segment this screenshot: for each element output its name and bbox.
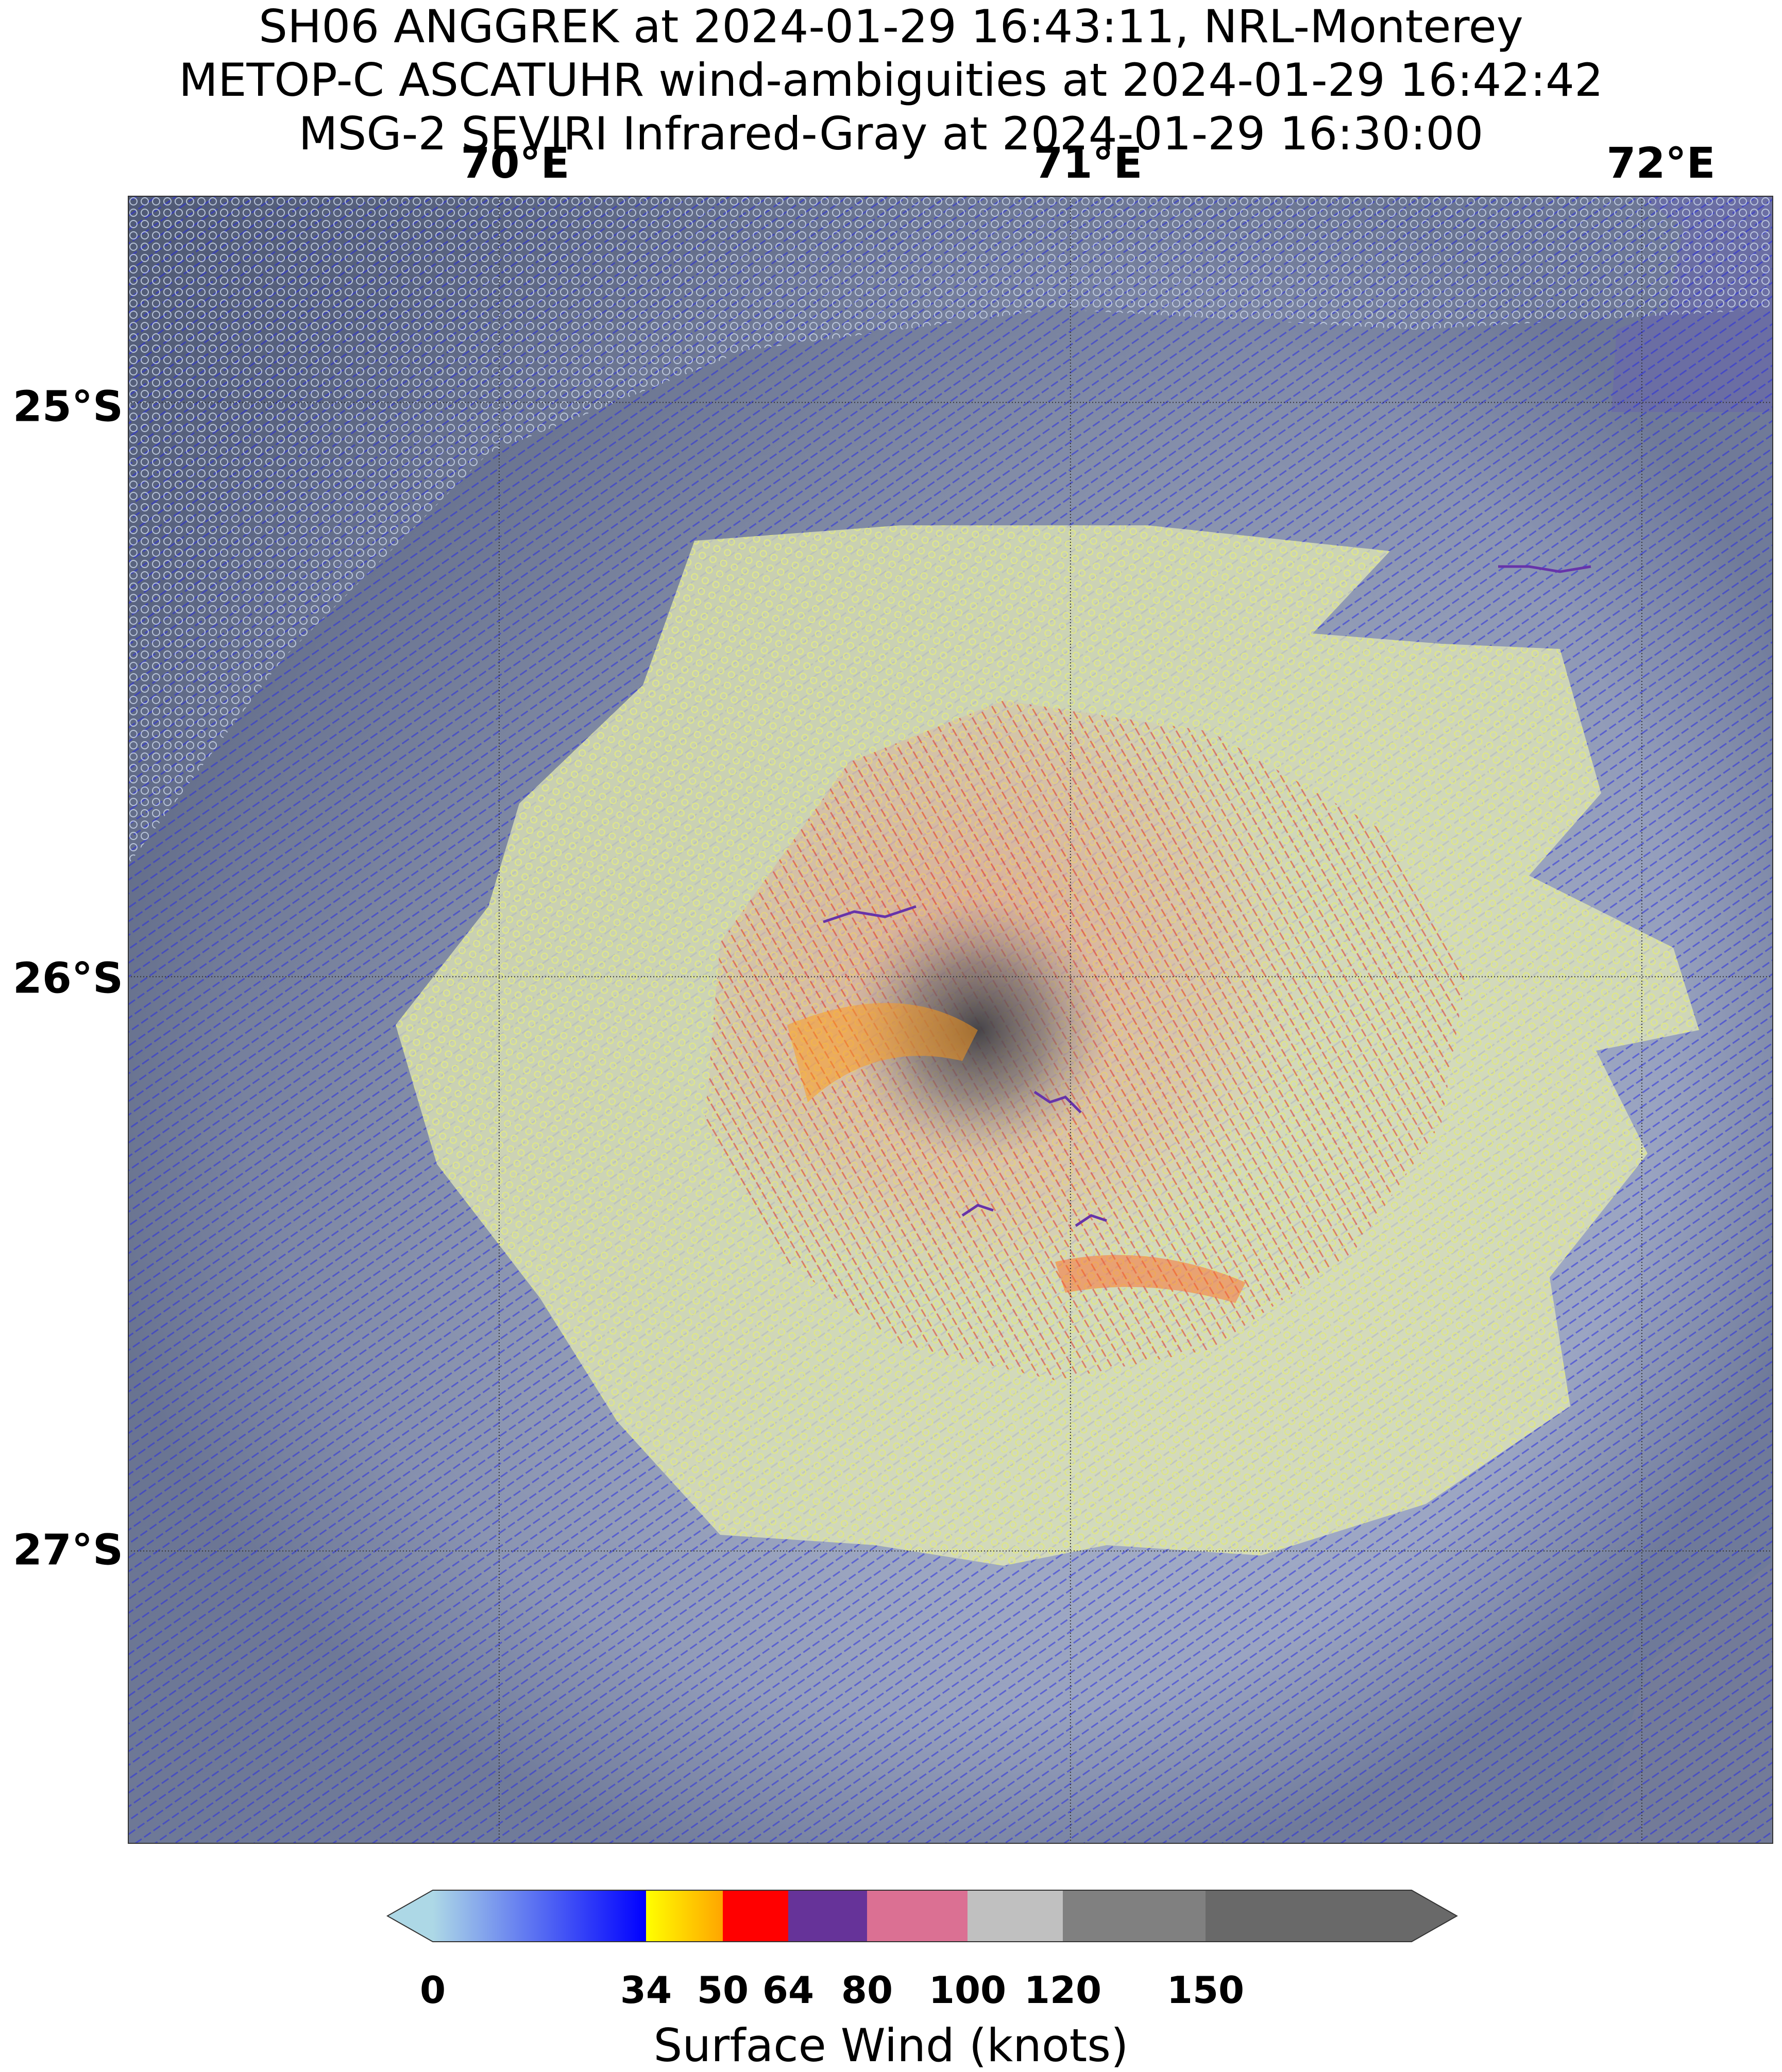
colorbar-segment-80-100 <box>867 1890 968 1942</box>
title-line-1: SH06 ANGGREK at 2024-01-29 16:43:11, NRL… <box>259 0 1523 53</box>
colorbar-label: Surface Wind (knots) <box>653 2019 1129 2072</box>
lon-label-70e: 70°E <box>461 139 570 188</box>
colorbar-tick-80: 80 <box>841 1968 893 2012</box>
colorbar-tick-150: 150 <box>1166 1968 1245 2012</box>
southern-wind-maximum <box>1055 1255 1246 1303</box>
colorbar-tick-120: 120 <box>1024 1968 1102 2012</box>
calm-wind-markers <box>128 196 1773 865</box>
colorbar-max-extend <box>1412 1890 1457 1942</box>
colorbar-tick-0: 0 <box>419 1968 446 2012</box>
colorbar-tick-64: 64 <box>762 1968 814 2012</box>
figure-title: SH06 ANGGREK at 2024-01-29 16:43:11, NRL… <box>0 0 1782 161</box>
lon-label-72e: 72°E <box>1606 139 1716 188</box>
title-line-3: MSG-2 SEVIRI Infrared-Gray at 2024-01-29… <box>298 107 1484 160</box>
title-line-2: METOP-C ASCATUHR wind-ambiguities at 202… <box>179 54 1603 107</box>
wind-speed-colorbar <box>386 1890 1458 1942</box>
colorbar-tick-34: 34 <box>620 1968 672 2012</box>
lat-label-27s: 27°S <box>12 1526 123 1575</box>
colorbar-segment-64-80 <box>788 1890 867 1942</box>
colorbar-min-extend <box>387 1890 433 1942</box>
colorbar-segment-150-180 <box>1206 1890 1412 1942</box>
satellite-wind-map <box>128 196 1773 1844</box>
colorbar-tick-100: 100 <box>928 1968 1007 2012</box>
colorbar-segment-120-150 <box>1063 1890 1206 1942</box>
lon-label-71e: 71°E <box>1033 139 1143 188</box>
colorbar-segment-34-50 <box>646 1890 723 1942</box>
violent-wind-markers <box>823 565 1591 1227</box>
colorbar-segment-50-64 <box>723 1890 788 1942</box>
hurricane-force-arc <box>787 1003 978 1102</box>
colorbar-segment-100-120 <box>968 1890 1063 1942</box>
colorbar-tick-50: 50 <box>697 1968 749 2012</box>
lat-label-25s: 25°S <box>12 382 123 432</box>
lat-label-26s: 26°S <box>12 954 123 1003</box>
colorbar-segment-0-34 <box>433 1890 646 1942</box>
